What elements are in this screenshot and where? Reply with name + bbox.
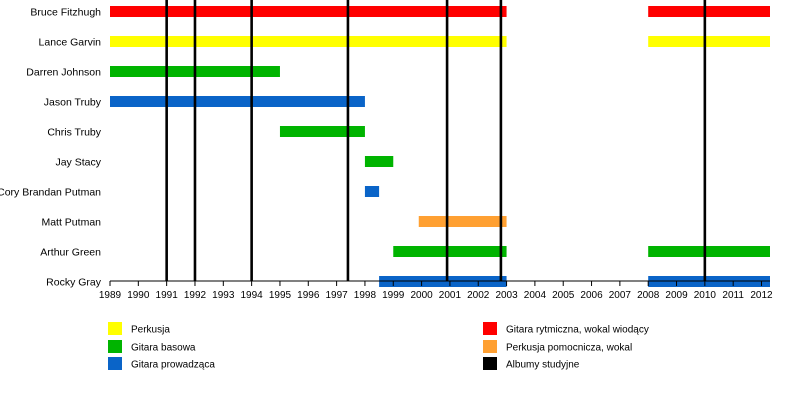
legend-label: Gitara basowa <box>131 343 196 354</box>
year-tick-label: 1992 <box>184 290 207 301</box>
year-tick-label: 1998 <box>354 290 377 301</box>
year-tick-label: 1996 <box>297 290 320 301</box>
year-tick-label: 2009 <box>665 290 688 301</box>
year-tick-label: 1999 <box>382 290 405 301</box>
year-tick-label: 2008 <box>637 290 660 301</box>
year-tick-label: 2005 <box>552 290 575 301</box>
legend-swatch <box>108 357 122 370</box>
year-tick-label: 2000 <box>410 290 433 301</box>
year-tick-label: 2012 <box>750 290 773 301</box>
legend-label: Gitara prowadząca <box>131 360 215 371</box>
year-tick-label: 2001 <box>439 290 462 301</box>
legend-label: Albumy studyjne <box>506 360 580 371</box>
year-tick-label: 1993 <box>212 290 235 301</box>
member-label: Bruce Fitzhugh <box>30 7 101 19</box>
year-tick-label: 1991 <box>156 290 179 301</box>
year-tick-label: 2002 <box>467 290 490 301</box>
year-tick-label: 2007 <box>609 290 632 301</box>
member-bar <box>648 6 770 17</box>
member-label: Jay Stacy <box>55 157 101 169</box>
legend-label: Perkusja pomocnicza, wokal <box>506 343 632 354</box>
year-tick-label: 1997 <box>325 290 348 301</box>
year-tick-label: 2011 <box>722 290 744 301</box>
member-label: Arthur Green <box>40 247 101 259</box>
member-bar <box>418 216 507 227</box>
member-bar <box>648 246 770 257</box>
member-bar <box>110 6 507 17</box>
member-label: Darren Johnson <box>26 67 101 79</box>
member-bar <box>110 96 365 107</box>
member-label: Cory Brandan Putman <box>0 187 101 199</box>
member-bar <box>364 186 380 197</box>
year-tick-label: 2004 <box>524 290 547 301</box>
year-tick-label: 2003 <box>495 290 518 301</box>
legend-swatch <box>483 340 497 353</box>
year-tick-label: 2006 <box>580 290 603 301</box>
year-tick-label: 1990 <box>127 290 150 301</box>
member-bar <box>648 36 770 47</box>
legend-swatch <box>483 357 497 370</box>
legend-label: Perkusja <box>131 325 170 336</box>
member-label: Lance Garvin <box>39 37 102 49</box>
year-tick-label: 1994 <box>241 290 264 301</box>
member-bar <box>110 36 507 47</box>
member-label: Jason Truby <box>44 97 102 109</box>
legend-swatch <box>108 340 122 353</box>
member-bar <box>279 126 365 137</box>
legend-swatch <box>483 322 497 335</box>
year-tick-label: 1989 <box>99 290 122 301</box>
member-label: Chris Truby <box>47 127 101 139</box>
year-tick-label: 1995 <box>269 290 292 301</box>
member-label: Matt Putman <box>41 217 101 229</box>
member-label: Rocky Gray <box>46 277 102 289</box>
member-bar <box>393 246 507 257</box>
year-tick-label: 2010 <box>694 290 717 301</box>
legend-label: Gitara rytmiczna, wokal wiodący <box>506 325 649 336</box>
legend-swatch <box>108 322 122 335</box>
member-bar <box>364 156 394 167</box>
